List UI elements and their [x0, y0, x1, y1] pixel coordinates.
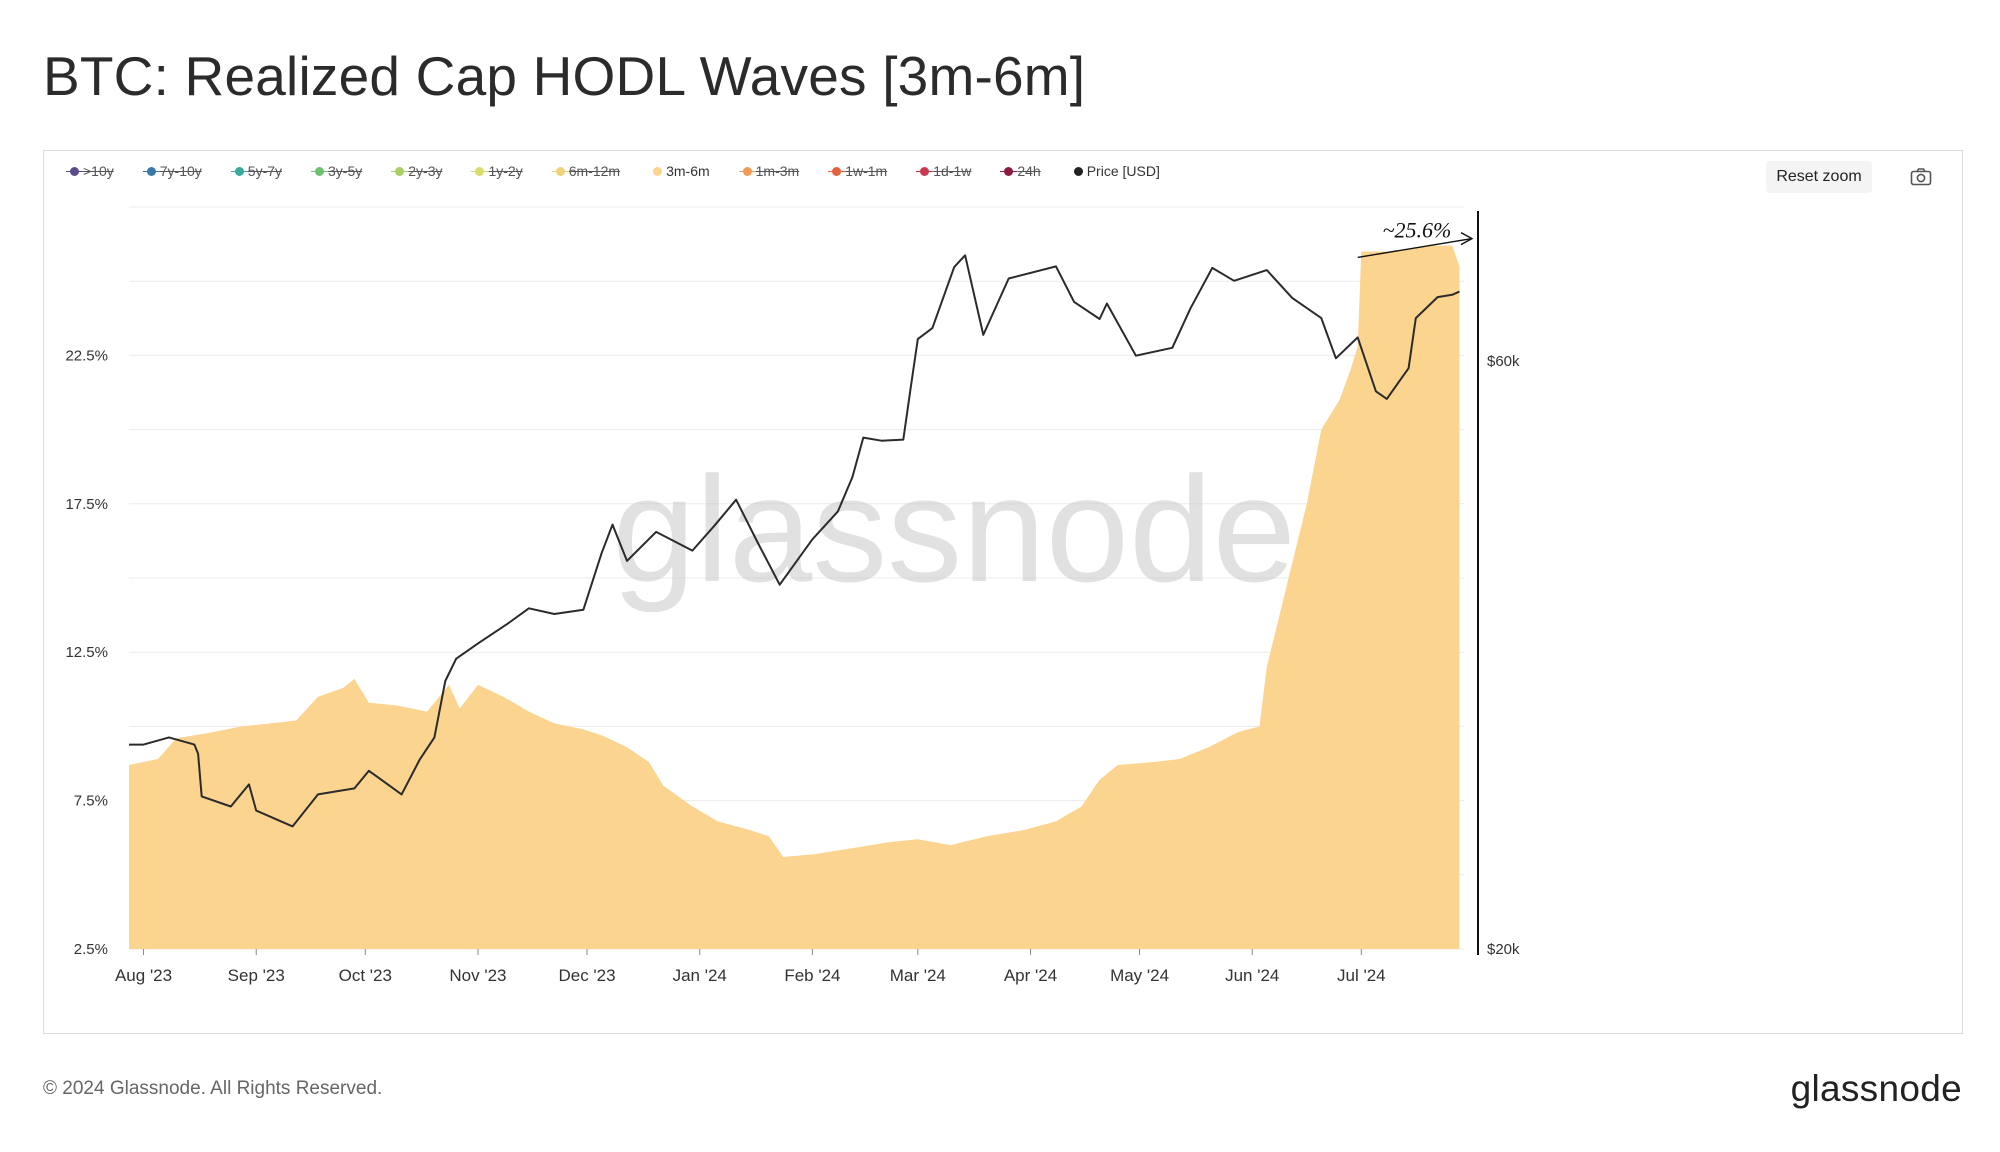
x-tick-label: Oct '23	[339, 966, 392, 985]
chart-plot[interactable]: glassnode 2.5% 7.5% 12.5% 17.5% 22.5% $20k $60k…	[44, 151, 1962, 1033]
legend-label: 1y-2y	[488, 163, 523, 179]
x-tick-label: Feb '24	[784, 966, 840, 985]
legend-marker-icon	[828, 166, 846, 176]
x-tick-label: Sep '23	[228, 966, 285, 985]
legend-item[interactable]: 3m-6m	[653, 163, 710, 179]
legend-label: 6m-12m	[568, 163, 621, 179]
x-tick-label: Apr '24	[1004, 966, 1057, 985]
legend-marker-icon	[653, 166, 663, 176]
x-tick-label: May '24	[1110, 966, 1169, 985]
legend-label: 3m-6m	[666, 163, 710, 179]
legend-label: 5y-7y	[247, 163, 283, 179]
chart-frame: >10y 7y-10y 5y-7y 3y-5y 2y-3y 1y-2y 6m-12m 3m-6…	[43, 150, 1963, 1034]
x-tick-label: Nov '23	[449, 966, 506, 985]
legend-label: 2y-3y	[408, 163, 443, 179]
y-left-tick-label: 17.5%	[65, 496, 108, 513]
glassnode-logo: glassnode	[1790, 1068, 1962, 1109]
legend-label: 3y-5y	[328, 163, 363, 179]
x-tick-label: Dec '23	[558, 966, 615, 985]
legend-marker-icon	[230, 166, 248, 176]
y-left-tick-label: 12.5%	[65, 644, 108, 661]
legend-item[interactable]: >10y	[66, 163, 114, 179]
legend-marker-icon	[916, 166, 934, 176]
legend-label: 24h	[1017, 163, 1041, 179]
legend-item[interactable]: 1y-2y	[471, 163, 523, 179]
legend-item[interactable]: 2y-3y	[391, 163, 443, 179]
y-right-tick-label: $20k	[1487, 941, 1520, 958]
legend-marker-icon	[1000, 166, 1018, 176]
series-area-3m-6m	[129, 245, 1460, 950]
legend-marker-icon	[311, 166, 329, 176]
legend-marker-icon	[471, 166, 489, 176]
x-tick-label: Aug '23	[115, 966, 172, 985]
footer-copyright: © 2024 Glassnode. All Rights Reserved.	[43, 1078, 383, 1099]
legend-item[interactable]: 5y-7y	[230, 163, 283, 179]
legend-item[interactable]: 1d-1w	[916, 163, 972, 179]
legend-item[interactable]: 7y-10y	[142, 163, 202, 179]
series-line-price	[129, 254, 1460, 828]
legend-marker-icon	[551, 166, 569, 176]
y-left-tick-label: 2.5%	[74, 941, 108, 958]
annotation-arrowhead-icon	[1460, 232, 1474, 246]
page-title: BTC: Realized Cap HODL Waves [3m-6m]	[43, 45, 1086, 107]
legend-marker-icon	[391, 166, 409, 176]
y-left-tick-label: 7.5%	[74, 793, 108, 810]
legend-label: 1d-1w	[933, 163, 972, 179]
legend-marker-icon	[1073, 166, 1083, 176]
x-tick-label: Mar '24	[890, 966, 946, 985]
legend-item[interactable]: Price [USD]	[1073, 163, 1160, 179]
camera-icon[interactable]	[1910, 167, 1932, 187]
legend-label: 1m-3m	[755, 163, 800, 179]
legend-label: 7y-10y	[159, 163, 202, 179]
legend: >10y 7y-10y 5y-7y 3y-5y 2y-3y 1y-2y 6m-12m 3m-6…	[66, 163, 1193, 179]
legend-item[interactable]: 3y-5y	[311, 163, 363, 179]
x-tick-label: Jan '24	[673, 966, 727, 985]
legend-marker-icon	[66, 166, 83, 176]
reset-zoom-button[interactable]: Reset zoom	[1766, 161, 1872, 193]
legend-marker-icon	[142, 166, 160, 176]
legend-item[interactable]: 6m-12m	[551, 163, 621, 179]
legend-label: 1w-1m	[845, 163, 888, 179]
y-right-tick-label: $60k	[1487, 353, 1520, 370]
legend-item[interactable]: 1m-3m	[738, 163, 800, 179]
legend-item[interactable]: 24h	[1000, 163, 1041, 179]
legend-marker-icon	[738, 166, 756, 176]
x-tick-label: Jul '24	[1337, 966, 1386, 985]
annotation-arrow	[1357, 237, 1473, 259]
annotation-label: ~25.6%	[1383, 217, 1452, 242]
watermark-text: glassnode	[612, 445, 1296, 613]
legend-label: Price [USD]	[1086, 163, 1160, 179]
y-left-tick-label: 22.5%	[65, 347, 108, 364]
x-tick-label: Jun '24	[1225, 966, 1279, 985]
legend-label: >10y	[83, 163, 114, 179]
legend-item[interactable]: 1w-1m	[828, 163, 888, 179]
